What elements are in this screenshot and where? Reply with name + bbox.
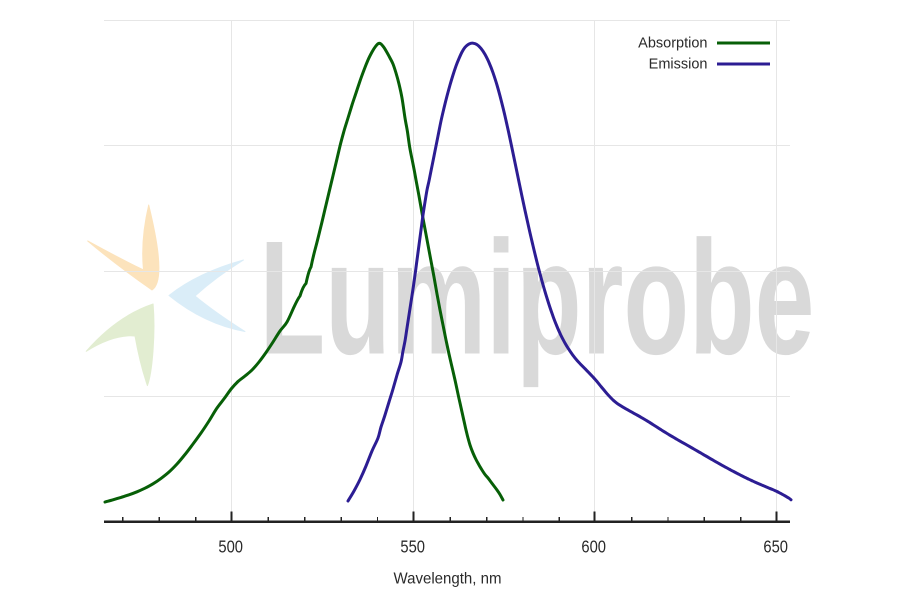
- svg-text:550: 550: [400, 537, 425, 557]
- svg-text:650: 650: [763, 537, 788, 557]
- svg-text:500: 500: [218, 537, 243, 557]
- svg-text:Lumiprobe: Lumiprobe: [260, 209, 815, 389]
- svg-text:Emission: Emission: [649, 56, 708, 72]
- svg-text:Wavelength, nm: Wavelength, nm: [393, 570, 501, 588]
- svg-text:Absorption: Absorption: [638, 35, 707, 51]
- svg-text:600: 600: [581, 537, 606, 557]
